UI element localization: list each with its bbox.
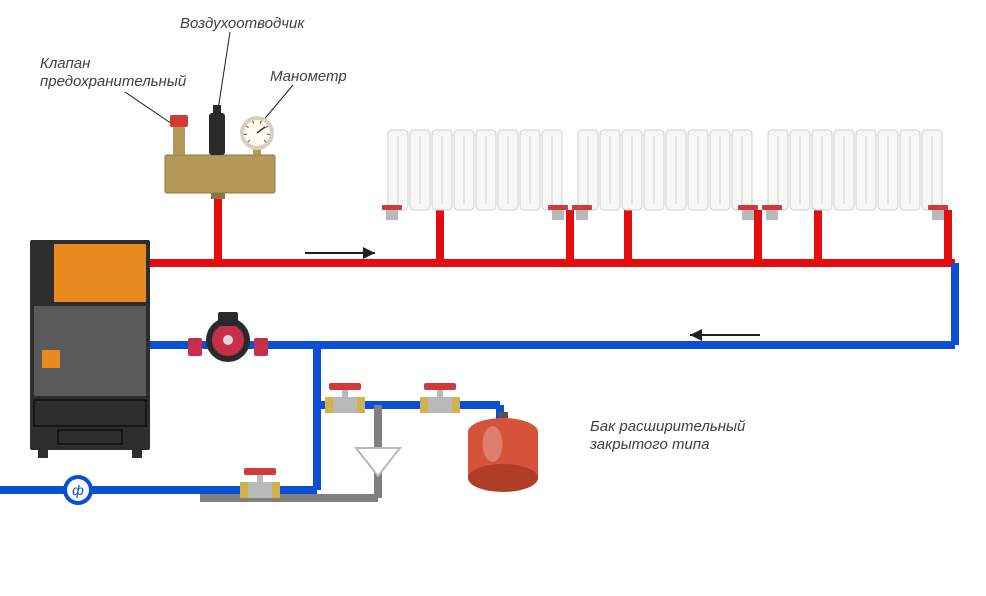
svg-text:ф: ф xyxy=(72,482,84,498)
filter-icon: ф xyxy=(63,475,93,505)
label-expansion-tank: Бак расширительный закрытого типа xyxy=(590,418,745,454)
leader-line xyxy=(218,32,230,110)
leader-line xyxy=(125,92,178,128)
label-safety-valve: Клапан предохранительный xyxy=(40,55,186,91)
flow-arrow-head xyxy=(363,247,375,259)
pressure-gauge-icon xyxy=(240,116,274,150)
safety-valve-icon xyxy=(170,115,188,127)
label-gauge: Манометр xyxy=(270,68,347,86)
ball-valve xyxy=(325,383,365,413)
air-vent-icon xyxy=(213,105,221,113)
expansion-tank xyxy=(468,412,538,492)
radiator xyxy=(572,130,758,220)
safety-group xyxy=(165,105,275,199)
radiator-valve-out xyxy=(932,210,944,220)
radiator xyxy=(762,130,948,220)
flow-arrow-head xyxy=(690,329,702,341)
radiator xyxy=(382,130,568,220)
leader-line xyxy=(262,85,293,122)
radiator-valve-in xyxy=(576,210,588,220)
radiator-valve-out xyxy=(552,210,564,220)
circulation-pump xyxy=(188,312,268,362)
ball-valve xyxy=(420,383,460,413)
radiator-valve-out xyxy=(742,210,754,220)
boiler xyxy=(30,240,150,458)
radiator-valve-in xyxy=(766,210,778,220)
drain-funnel-icon xyxy=(356,448,400,476)
ball-valve xyxy=(240,468,280,498)
radiator-valve-in xyxy=(386,210,398,220)
label-air-vent: Воздухоотводчик xyxy=(180,15,304,33)
